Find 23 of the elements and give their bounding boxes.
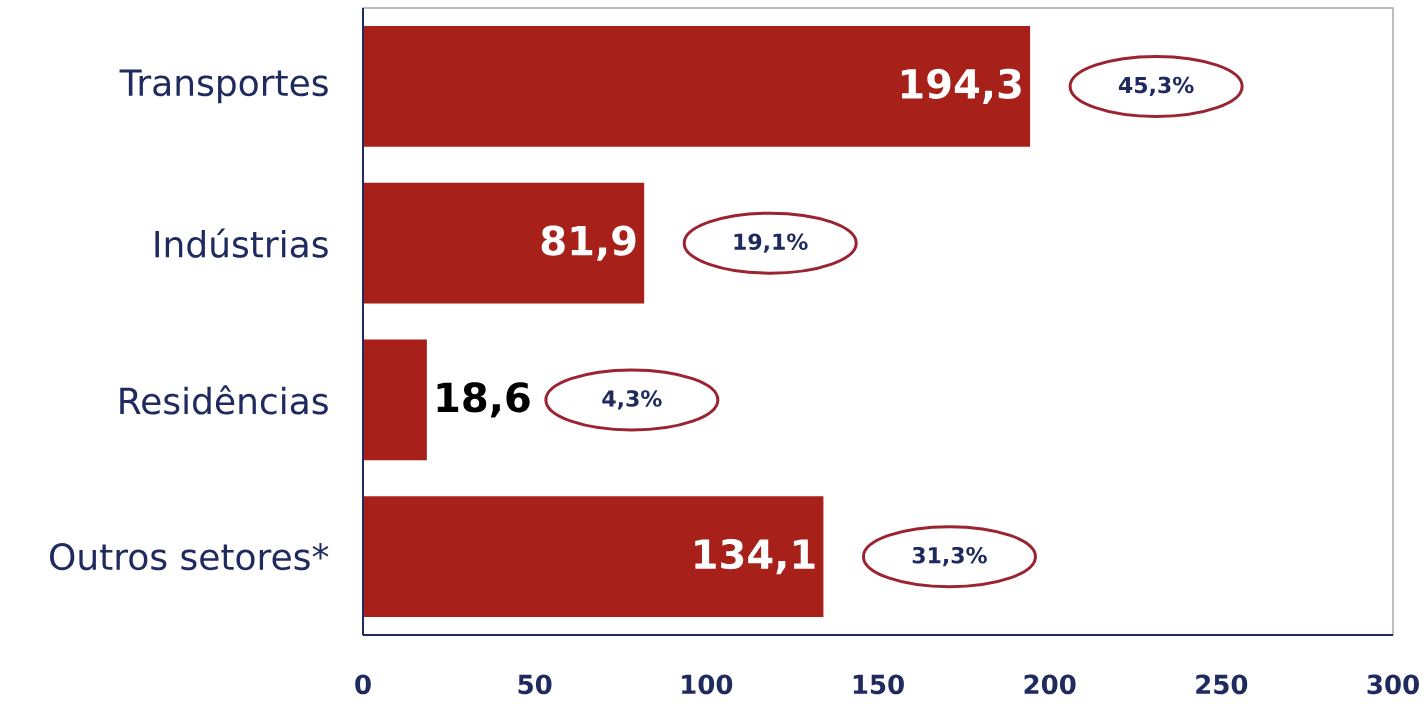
data-label: 81,9 [541,225,636,261]
annotation: 31,3% [912,546,987,567]
bar [363,339,427,461]
bar [363,26,1031,147]
annotation: 19,1% [734,233,808,253]
annotation: 45,3% [1118,76,1194,97]
data-label: 18,6 [437,382,530,418]
data-label: 134,1 [695,538,815,575]
x-tick-label: 150 [853,674,904,695]
y-tick-label: Indústrias [155,228,328,258]
data-label: 194,3 [901,68,1021,105]
x-tick-label: 300 [1367,674,1419,695]
y-tick-label: Residências [120,385,328,415]
annotation: 4,3% [602,390,662,410]
x-tick-label: 100 [682,674,733,695]
bar [363,182,645,304]
x-tick-label: 200 [1024,674,1076,695]
x-tick-label: 250 [1196,674,1248,695]
bar [363,496,824,617]
x-tick-label: 0 [355,674,371,695]
y-tick-label: Outros setores* [50,543,329,571]
x-tick-label: 50 [518,674,552,695]
y-tick-label: Transportes [119,69,328,104]
